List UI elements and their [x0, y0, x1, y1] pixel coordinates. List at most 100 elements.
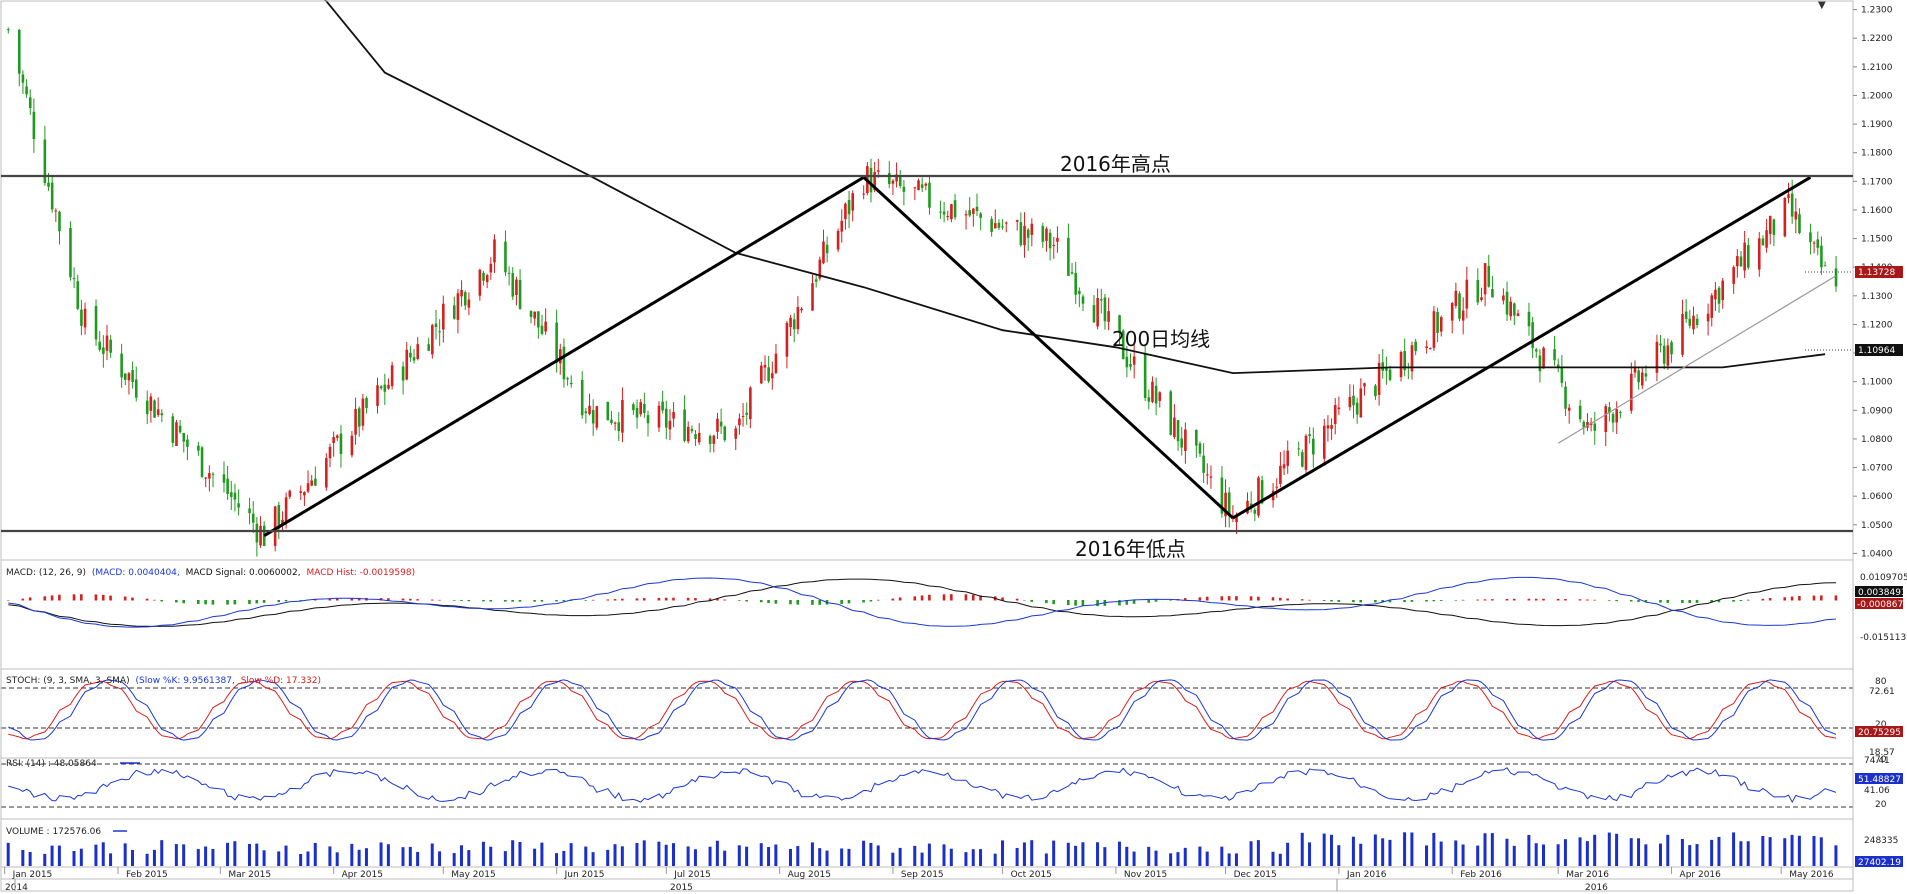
candle-body [1604, 406, 1608, 432]
candle-body [222, 474, 226, 483]
svg-text:72.61: 72.61 [1869, 687, 1895, 697]
candle-body [1202, 455, 1205, 473]
candle-body [1023, 225, 1026, 246]
candle-body [763, 364, 767, 368]
volume-bar [672, 843, 676, 866]
candle-body [537, 311, 540, 328]
candle-body [1312, 438, 1315, 455]
candle-body [1388, 369, 1392, 380]
macd-hist-bar [533, 600, 536, 602]
volume-bar [1066, 842, 1070, 866]
candle-body [452, 305, 456, 319]
candle-body [493, 239, 496, 263]
candle-body [259, 525, 262, 546]
volume-bar [1271, 851, 1275, 866]
candle-body [1465, 279, 1469, 309]
svg-text:-0.0151139: -0.0151139 [1860, 633, 1907, 643]
candle-body [990, 219, 993, 232]
candle-body [975, 206, 979, 212]
candle-body [745, 412, 749, 415]
candle-body [712, 435, 716, 444]
candle-body [979, 213, 982, 218]
candle-body [1582, 421, 1586, 428]
macd-hist-bar [1732, 600, 1735, 602]
macd-hist-bar [284, 600, 288, 602]
candle-body [723, 426, 727, 441]
macd-hist-bar [1593, 599, 1596, 601]
candle-body [288, 490, 292, 497]
svg-text:27402.19: 27402.19 [1858, 858, 1901, 868]
candle-body [635, 407, 639, 418]
volume-bar [1308, 842, 1312, 866]
volume-bar [759, 843, 763, 866]
macd-hist-bar [1388, 600, 1392, 603]
macd-hist-bar [1454, 600, 1458, 601]
month-label: Mar 2015 [228, 870, 271, 880]
candle-body [719, 421, 723, 427]
volume-bar [1527, 834, 1531, 866]
macd-hist-bar [1257, 596, 1260, 601]
candle-body [339, 433, 343, 454]
macd-hist-bar [1359, 600, 1363, 603]
price-tick-label: 1.2000 [1861, 91, 1893, 101]
macd-hist-bar [569, 600, 573, 601]
volume-bar [1834, 845, 1838, 866]
candle-body [1662, 345, 1666, 364]
price-tick-label: 1.0600 [1861, 492, 1893, 502]
macd-hist-bar [1790, 596, 1794, 601]
macd-hist-bar [840, 600, 843, 605]
volume-bar [255, 843, 259, 866]
volume-bar [642, 840, 646, 866]
candle-body [1772, 219, 1776, 235]
candle-body [153, 400, 156, 418]
candle-body [354, 409, 357, 435]
candle-body [1227, 492, 1231, 516]
macd-hist-bar [1147, 600, 1151, 603]
candle-body [1783, 197, 1787, 237]
macd-hist-bar [1695, 600, 1699, 603]
collapse-chevron[interactable]: ▼ [1818, 0, 1826, 11]
candle-body [668, 420, 672, 430]
svg-text:MACD: (12, 26, 9) (MACD:: MACD: (12, 26, 9) (MACD: 0.0040404, MACD… [6, 568, 415, 578]
candle-body [32, 111, 36, 140]
volume-bar [979, 849, 983, 866]
volume-bar [737, 845, 741, 866]
candle-body [1505, 291, 1509, 315]
macd-hist-bar [818, 600, 822, 605]
ma200-polyline [324, 0, 1826, 375]
candle-body [1067, 237, 1070, 276]
macd-hist-bar [1052, 600, 1055, 605]
candle-body [1001, 226, 1004, 228]
candle-body [1184, 429, 1187, 451]
candle-body [379, 386, 383, 389]
macd-hist-bar [1710, 600, 1713, 603]
price-tick-label: 1.1600 [1861, 206, 1893, 216]
volume-bar [584, 846, 588, 866]
candle-body [1823, 265, 1827, 267]
volume-bar [386, 844, 390, 866]
candle-body [281, 519, 284, 526]
macd-hist-bar [964, 594, 968, 601]
volume-bar [1783, 838, 1787, 866]
candle-body [1834, 268, 1838, 287]
macd-hist-bar [299, 600, 302, 601]
candle-body [1659, 343, 1662, 346]
candle-body [350, 435, 354, 456]
macd-hist-bar [409, 598, 412, 601]
volume-bar [1658, 843, 1662, 866]
candle-body [924, 183, 928, 186]
volume-bar [1461, 844, 1465, 866]
candle-body [836, 230, 840, 250]
macd-hist-bar [891, 598, 895, 601]
candle-body [946, 216, 950, 218]
macd-hist-bar [1666, 600, 1670, 603]
candle-body [94, 305, 98, 340]
volume-bars [6, 832, 1838, 866]
candle-body [1692, 315, 1695, 330]
volume-bar [613, 844, 617, 866]
candle-body [1644, 373, 1648, 377]
candle-body [639, 402, 643, 415]
candle-body [1765, 230, 1768, 248]
month-label: Mar 2016 [1566, 870, 1609, 880]
